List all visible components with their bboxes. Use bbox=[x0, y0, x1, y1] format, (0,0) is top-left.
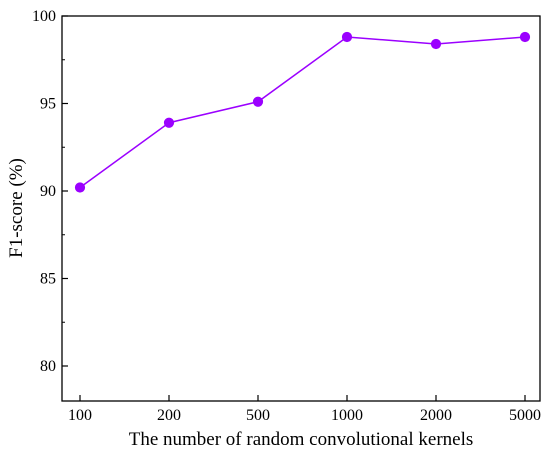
x-tick-label: 100 bbox=[68, 407, 92, 424]
x-tick-label: 5000 bbox=[509, 407, 541, 424]
y-axis-title: F1-score (%) bbox=[6, 158, 27, 258]
y-tick-label: 85 bbox=[40, 271, 56, 288]
x-tick-label: 1000 bbox=[331, 407, 363, 424]
series-layer bbox=[74, 31, 531, 193]
x-tick-label: 200 bbox=[157, 407, 181, 424]
x-tick-label: 2000 bbox=[420, 407, 452, 424]
data-point bbox=[519, 31, 531, 43]
data-point bbox=[252, 96, 264, 107]
x-tick-label: 500 bbox=[246, 407, 270, 424]
data-point bbox=[163, 117, 175, 128]
data-point bbox=[341, 31, 353, 43]
y-tick-label: 80 bbox=[40, 358, 56, 375]
plot-frame bbox=[61, 15, 541, 402]
data-point bbox=[74, 182, 86, 193]
x-axis: 100 200 500 1000 2000 5000 bbox=[68, 395, 541, 424]
data-point bbox=[430, 38, 442, 50]
y-tick-label: 95 bbox=[40, 96, 56, 113]
x-axis-title: The number of random convolutional kerne… bbox=[129, 429, 474, 450]
series-line bbox=[79, 36, 526, 189]
y-tick-label: 90 bbox=[40, 183, 56, 200]
y-tick-label: 100 bbox=[32, 8, 56, 25]
y-axis: 80 85 90 95 100 bbox=[32, 8, 68, 375]
